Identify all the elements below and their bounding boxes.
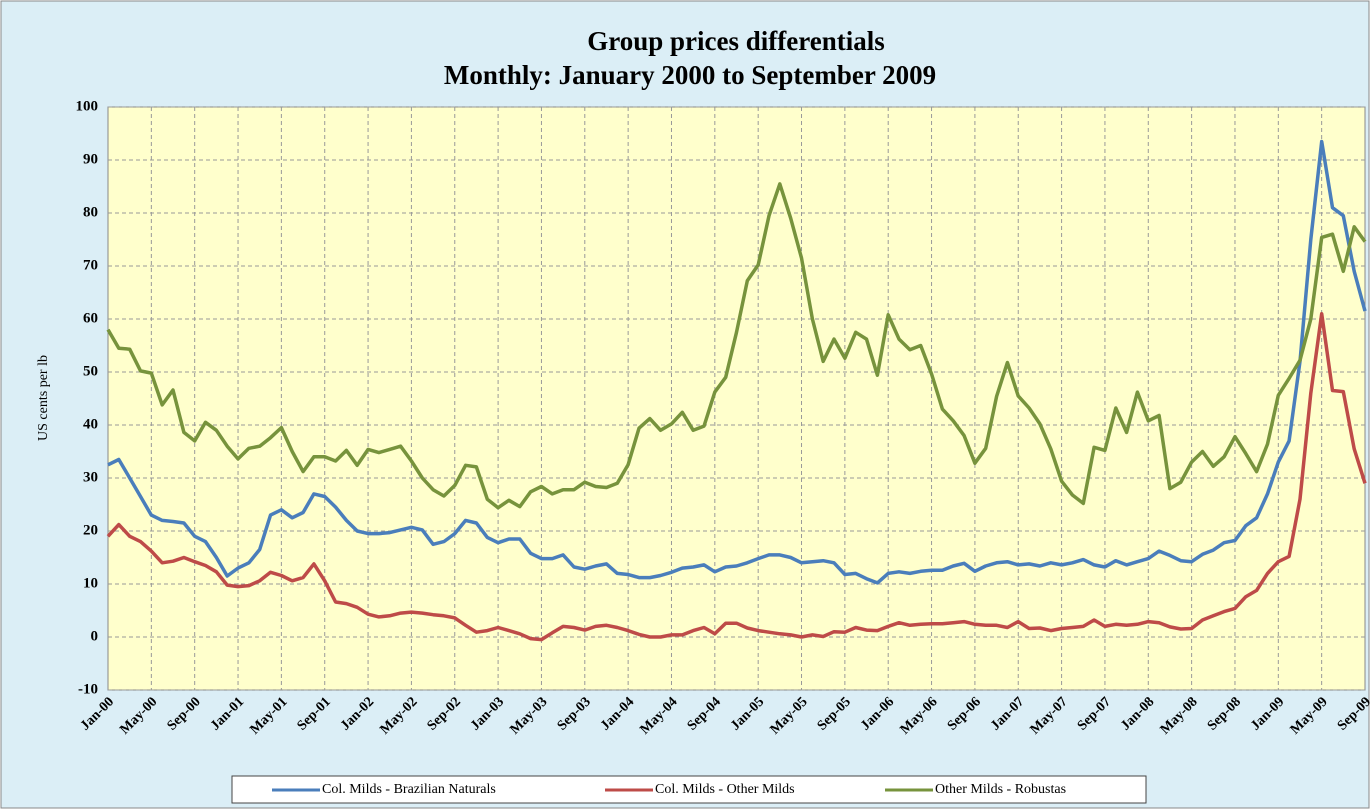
legend-label: Col. Milds - Brazilian Naturals <box>322 782 496 797</box>
legend-label: Col. Milds - Other Milds <box>655 782 795 797</box>
legend-label: Other Milds - Robustas <box>935 782 1066 797</box>
y-tick-label: 100 <box>76 98 99 114</box>
y-tick-label: 0 <box>91 628 99 644</box>
y-tick-label: 90 <box>83 151 98 167</box>
y-tick-label: 20 <box>83 522 98 538</box>
chart-title: Group prices differentials <box>587 26 885 56</box>
y-tick-label: 10 <box>83 575 98 591</box>
chart-subtitle: Monthly: January 2000 to September 2009 <box>444 60 936 90</box>
plot-area <box>107 106 1366 691</box>
y-tick-label: -10 <box>78 681 98 697</box>
legend <box>231 775 1147 804</box>
y-tick-label: 50 <box>83 363 98 379</box>
y-tick-label: 70 <box>83 257 98 273</box>
series-line <box>106 311 1367 642</box>
y-tick-label: 40 <box>83 416 98 432</box>
y-axis-label: US cents per lb <box>36 355 51 441</box>
y-tick-label: 30 <box>83 469 98 485</box>
series-line <box>106 182 1367 510</box>
y-tick-label: 60 <box>83 310 98 326</box>
series-line <box>107 139 1367 585</box>
y-tick-label: 80 <box>83 204 98 220</box>
